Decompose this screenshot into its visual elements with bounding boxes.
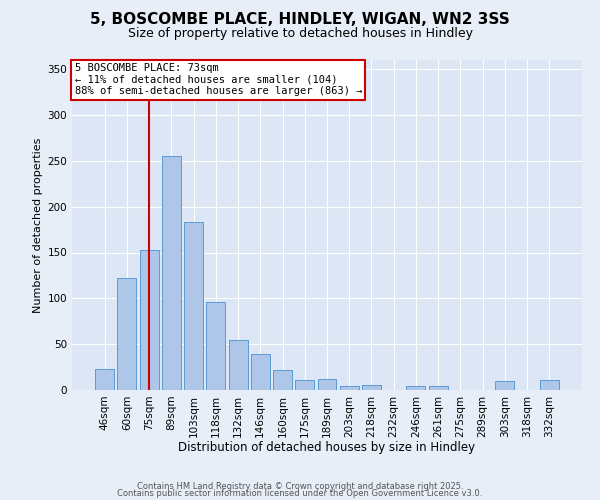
Bar [406, 386, 425, 390]
Y-axis label: Number of detached properties: Number of detached properties [33, 138, 43, 312]
Text: Contains HM Land Registry data © Crown copyright and database right 2025.: Contains HM Land Registry data © Crown c… [137, 482, 463, 491]
Text: 5 BOSCOMBE PLACE: 73sqm
← 11% of detached houses are smaller (104)
88% of semi-d: 5 BOSCOMBE PLACE: 73sqm ← 11% of detache… [74, 64, 362, 96]
Bar [295, 380, 314, 390]
Text: Contains public sector information licensed under the Open Government Licence v3: Contains public sector information licen… [118, 489, 482, 498]
Bar [206, 302, 225, 390]
Bar [95, 369, 114, 390]
X-axis label: Distribution of detached houses by size in Hindley: Distribution of detached houses by size … [178, 441, 476, 454]
Text: 5, BOSCOMBE PLACE, HINDLEY, WIGAN, WN2 3SS: 5, BOSCOMBE PLACE, HINDLEY, WIGAN, WN2 3… [90, 12, 510, 28]
Bar [496, 381, 514, 390]
Bar [317, 379, 337, 390]
Bar [429, 386, 448, 390]
Bar [140, 250, 158, 390]
Bar [273, 370, 292, 390]
Bar [118, 278, 136, 390]
Bar [540, 380, 559, 390]
Bar [340, 386, 359, 390]
Bar [229, 340, 248, 390]
Bar [251, 354, 270, 390]
Bar [184, 222, 203, 390]
Bar [362, 384, 381, 390]
Text: Size of property relative to detached houses in Hindley: Size of property relative to detached ho… [128, 28, 473, 40]
Bar [162, 156, 181, 390]
